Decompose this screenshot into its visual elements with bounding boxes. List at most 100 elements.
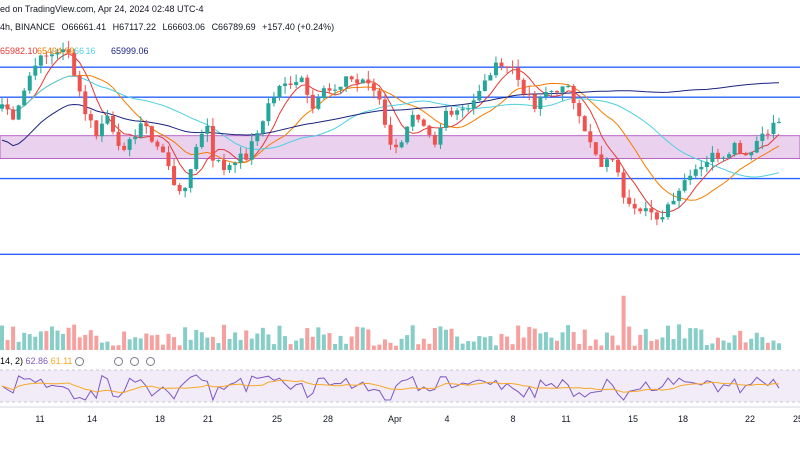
volume-bar: [444, 329, 448, 350]
volume-bar: [133, 337, 138, 350]
candle-body: [660, 217, 665, 220]
candle-body: [321, 88, 326, 99]
candle-body: [194, 146, 199, 170]
candle-body: [566, 86, 571, 88]
volume-bar: [488, 336, 493, 350]
volume-bar: [777, 343, 781, 350]
candle-body: [22, 90, 27, 106]
candle-body: [582, 116, 587, 132]
candle-body: [671, 200, 676, 205]
candle-body: [127, 139, 132, 150]
candle-body: [649, 208, 654, 213]
volume-bar: [638, 334, 643, 350]
candle-body: [721, 157, 726, 159]
x-tick-label: 28: [322, 414, 334, 424]
candle-body: [704, 162, 709, 167]
candle-body: [144, 123, 149, 127]
candle-body: [599, 154, 604, 167]
volume-bar: [505, 336, 510, 350]
volume-bar: [111, 345, 115, 350]
volume-bar: [771, 340, 776, 350]
candle-body: [77, 75, 82, 92]
volume-bar: [183, 327, 188, 350]
volume-bar: [355, 326, 360, 350]
candle-body: [532, 94, 537, 110]
volume-bar: [5, 340, 10, 350]
candle-body: [571, 86, 576, 104]
candle-body: [560, 86, 565, 93]
candle-body: [738, 143, 743, 154]
volume-bar: [88, 330, 93, 350]
candle-body: [249, 141, 254, 160]
volume-bar: [294, 340, 299, 350]
candle-body: [588, 131, 593, 143]
volume-bar: [577, 343, 582, 350]
volume-bar: [666, 325, 670, 350]
ohlc-change: +157.40 (+0.24%): [262, 22, 335, 32]
candle-body: [16, 105, 21, 120]
remove-icon[interactable]: [145, 357, 155, 367]
candle-body: [482, 80, 487, 91]
volume-bar: [604, 332, 609, 350]
candle-body: [743, 153, 748, 156]
candle-body: [61, 49, 66, 53]
source-icon[interactable]: [129, 357, 139, 367]
volume-bar: [721, 340, 726, 350]
volume-bar: [688, 328, 693, 350]
x-tick-label: 25: [271, 414, 283, 424]
candle-body: [493, 62, 498, 76]
ohlc-low: L66603.06: [162, 22, 206, 32]
volume-bar: [16, 341, 21, 350]
candle-body: [460, 108, 465, 111]
volume-bar: [588, 345, 593, 350]
candle-body: [27, 75, 32, 91]
candle-body: [444, 110, 448, 128]
ohlc-line: 4h, BINANCE O66661.41 H67117.22 L66603.0…: [0, 22, 338, 32]
candle-body: [327, 88, 332, 91]
volume-bar: [327, 333, 332, 350]
candle-body: [754, 140, 759, 153]
candle-body: [105, 115, 110, 124]
moving-average-1: [1, 74, 780, 201]
symbol-line: 4h, BINANCE: [0, 22, 56, 32]
candle-body: [399, 142, 404, 148]
volume-bar: [738, 330, 743, 350]
candle-body: [477, 90, 482, 101]
candle-body: [777, 122, 781, 124]
candle-body: [593, 142, 598, 155]
volume-bar: [205, 337, 210, 350]
rsi-value-1: 62.86: [25, 356, 49, 366]
volume-bar: [643, 329, 648, 350]
candle-body: [682, 180, 687, 191]
settings-icon[interactable]: [114, 357, 124, 367]
volume-bar: [283, 336, 288, 350]
x-tick-label: 21: [202, 414, 214, 424]
candle-body: [94, 120, 99, 137]
volume-bar: [333, 343, 337, 350]
volume-bar: [138, 338, 143, 350]
candle-body: [666, 204, 670, 218]
candle-body: [360, 79, 365, 84]
volume-bar: [715, 337, 720, 350]
volume-bar: [527, 326, 532, 350]
volume-bar: [72, 324, 77, 350]
volume-bar: [627, 326, 632, 350]
candle-body: [177, 185, 182, 192]
candle-body: [49, 54, 54, 57]
candle-body: [99, 123, 104, 137]
candle-body: [610, 159, 615, 161]
eye-icon[interactable]: [74, 357, 84, 367]
candle-body: [199, 133, 204, 147]
candle-body: [432, 134, 437, 145]
volume-bar: [388, 342, 393, 350]
volume-bar: [466, 341, 471, 350]
x-tick-label: 18: [677, 414, 689, 424]
volume-bar: [482, 337, 487, 350]
volume-bar: [310, 336, 315, 350]
rsi-value-2: 61.11: [50, 356, 73, 366]
volume-bar: [471, 341, 476, 350]
candle-body: [244, 153, 249, 160]
volume-bar: [438, 326, 443, 350]
candle-body: [549, 91, 554, 93]
